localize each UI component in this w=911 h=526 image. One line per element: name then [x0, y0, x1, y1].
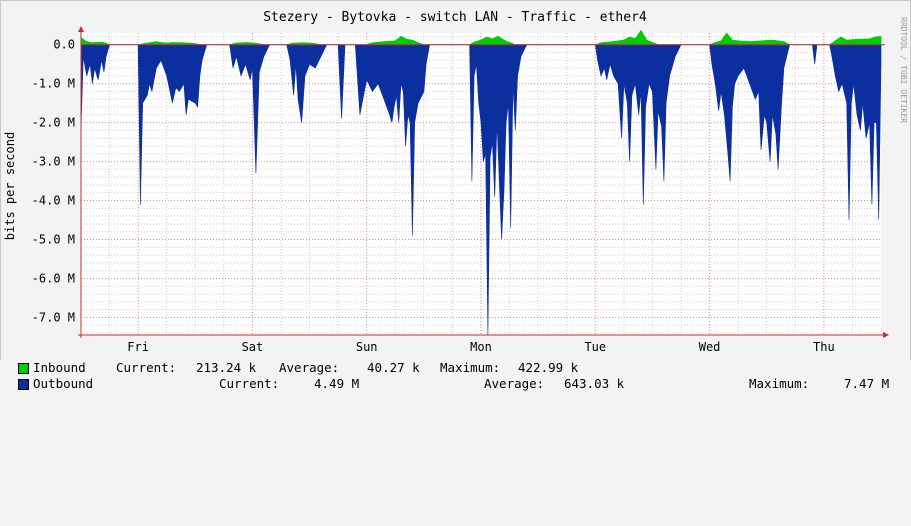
outbound-average-label: Average: — [484, 376, 545, 391]
x-tick-label: Fri — [127, 340, 149, 354]
y-tick-label: -6.0 M — [32, 271, 75, 285]
x-tick-label: Tue — [584, 340, 606, 354]
x-tick-label: Sun — [356, 340, 378, 354]
watermark: RRDTOOL / TOBI OETIKER — [899, 17, 908, 123]
outbound-average-value: 643.03 k — [564, 376, 625, 391]
axes — [78, 26, 889, 338]
legend-row-inbound: Inbound Current: 213.24 k Average: 40.27… — [0, 360, 911, 376]
graph-container: Stezery - Bytovka - switch LAN - Traffic… — [0, 0, 911, 392]
outbound-current-value: 4.49 M — [314, 376, 360, 391]
inbound-maximum-label: Maximum: — [440, 360, 501, 375]
inbound-average-label: Average: — [279, 360, 340, 375]
y-tick-label: -7.0 M — [32, 310, 75, 324]
inbound-maximum-value: 422.99 k — [518, 360, 579, 375]
y-tick-label: -5.0 M — [32, 233, 75, 247]
traffic-chart: Stezery - Bytovka - switch LAN - Traffic… — [0, 0, 911, 360]
y-tick-label: -2.0 M — [32, 116, 75, 130]
outbound-maximum-value: 7.47 M — [844, 376, 890, 391]
inbound-current-value: 213.24 k — [196, 360, 257, 375]
y-tick-label: -3.0 M — [32, 155, 75, 169]
legend-row-outbound: Outbound Current: 4.49 M Average: 643.03… — [0, 376, 911, 392]
y-axis-label: bits per second — [3, 132, 17, 240]
outbound-swatch — [18, 379, 29, 390]
x-axis-arrow — [883, 332, 889, 338]
inbound-current-label: Current: — [116, 360, 177, 375]
y-axis-arrow — [78, 26, 84, 32]
inbound-label: Inbound — [33, 360, 86, 375]
tick-labels: 0.0 -1.0 M -2.0 M -3.0 M -4.0 M -5.0 M -6.0 M -… — [32, 38, 835, 354]
y-tick-label: -4.0 M — [32, 194, 75, 208]
outbound-label: Outbound — [33, 376, 94, 391]
x-tick-label: Thu — [813, 340, 835, 354]
series-layer — [80, 29, 882, 336]
outbound-maximum-label: Maximum: — [749, 376, 810, 391]
chart-title: Stezery - Bytovka - switch LAN - Traffic… — [263, 10, 647, 25]
outbound-current-label: Current: — [219, 376, 280, 391]
x-tick-label: Sat — [242, 340, 264, 354]
y-tick-label: -1.0 M — [32, 77, 75, 91]
series-area-inbound — [80, 29, 882, 45]
x-tick-label: Wed — [699, 340, 721, 354]
inbound-average-value: 40.27 k — [367, 360, 420, 375]
inbound-swatch — [18, 363, 29, 374]
x-tick-label: Mon — [470, 340, 492, 354]
series-area-outbound — [80, 44, 882, 336]
y-tick-label: 0.0 — [53, 38, 75, 52]
